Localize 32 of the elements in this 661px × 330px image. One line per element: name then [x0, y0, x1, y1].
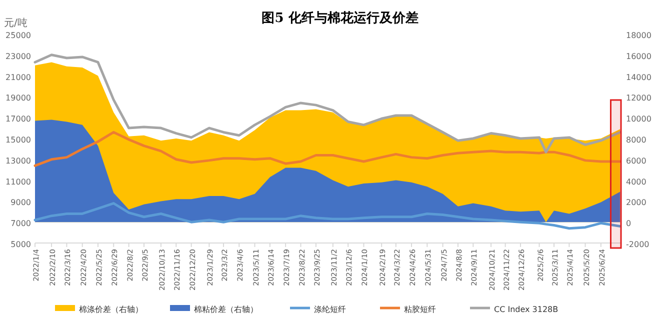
y2-tick-label: 8000: [626, 136, 646, 144]
y-tick-label: 19000: [6, 94, 31, 103]
y-tick-label: 13000: [6, 156, 31, 166]
legend-label: CC Index 3128B: [494, 305, 558, 314]
y2-tick-label: 4000: [626, 177, 646, 186]
chart-title: 图5 化纤与棉花运行及价差: [262, 10, 418, 26]
y-tick-label: 25000: [6, 31, 31, 40]
y2-tick-label: 18000: [626, 31, 652, 40]
y-tick-label: 21000: [6, 72, 31, 82]
line-series: [34, 202, 622, 230]
y2-tick-label: 0: [626, 219, 632, 228]
y2-tick-label: 6000: [626, 156, 646, 166]
y-tick-label: 23000: [6, 52, 31, 61]
y-tick-label: 5000: [10, 240, 31, 249]
y-tick-label: 15000: [6, 136, 31, 144]
legend-label: 涤纶短纤: [314, 305, 346, 314]
y-tick-label: 17000: [6, 114, 31, 124]
legend-label: 棉涤价差（右轴）: [79, 305, 143, 314]
y-tick-label: 9000: [10, 198, 31, 208]
line-series: [34, 130, 622, 167]
legend-label: 粘胶短纤: [404, 305, 436, 314]
y2-tick-label: 16000: [626, 52, 652, 61]
y2-tick-label: 10000: [626, 114, 652, 124]
y-tick-label: 7000: [10, 219, 31, 228]
y-tick-label: 11000: [6, 177, 31, 186]
y2-tick-label: 14000: [626, 72, 652, 82]
y2-tick-label: 2000: [626, 198, 646, 208]
y-axis-title: 元/吨: [4, 17, 28, 29]
line-series: [34, 54, 622, 154]
y2-tick-label: -2000: [626, 240, 650, 249]
y2-tick-label: 12000: [626, 94, 652, 103]
legend-label: 棉粘价差（右轴）: [194, 305, 258, 314]
